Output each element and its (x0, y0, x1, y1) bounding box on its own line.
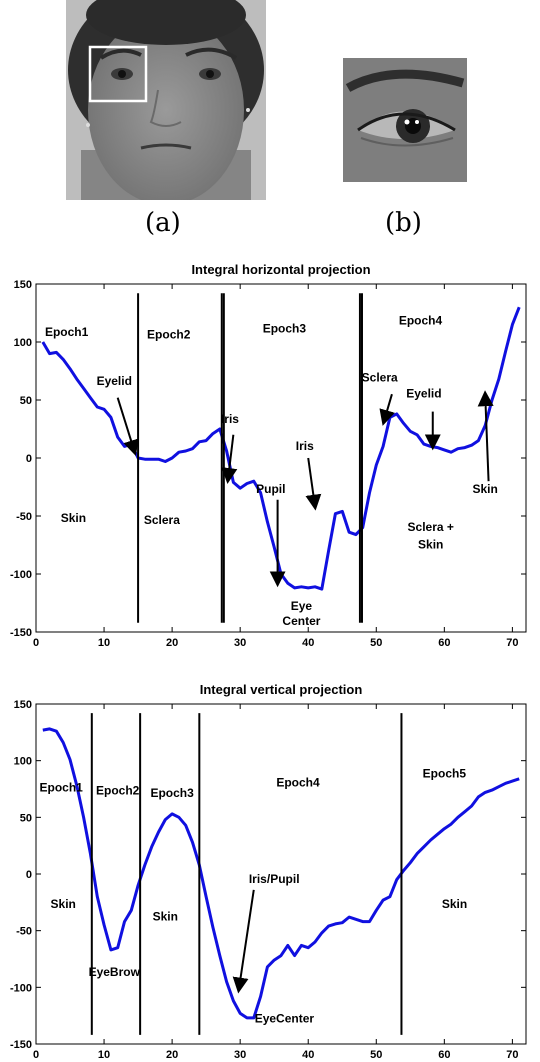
y-tick-label: 150 (14, 279, 32, 291)
y-tick-label: 0 (26, 453, 32, 465)
axes-frame (35, 283, 527, 633)
x-tick-label: 70 (506, 1049, 518, 1061)
y-tick-label: -150 (10, 1039, 32, 1051)
x-tick-label: 60 (438, 1049, 450, 1061)
x-tick-label: 10 (98, 1049, 110, 1061)
y-tick-label: -50 (16, 511, 32, 523)
annotation-label: Skin (418, 537, 443, 551)
annotation-label: Eyelid (406, 387, 441, 401)
annotation-label: Pupil (256, 482, 285, 496)
x-tick-label: 20 (166, 1049, 178, 1061)
annotation-label: Epoch3 (150, 786, 194, 800)
annotation-label: EyeBrow (89, 965, 141, 979)
y-tick-label: 50 (20, 812, 32, 824)
annotation-label: Center (282, 614, 320, 628)
projection-series-line (42, 727, 520, 1020)
y-tick-label: 150 (14, 699, 32, 711)
x-tick-label: 0 (33, 1049, 39, 1061)
vertical-projection-chart: Integral vertical projection 0 10 20 30 40 50 6… (10, 682, 527, 1061)
x-tick-label: 20 (166, 637, 178, 649)
y-tick-label: -100 (10, 982, 32, 994)
annotation-label: Sclera (362, 370, 398, 384)
y-tick-label: -50 (16, 926, 32, 938)
x-tick-label: 30 (234, 1049, 246, 1061)
projection-series-line (41, 306, 521, 591)
annotation-label: Skin (51, 897, 76, 911)
annotation-label: Epoch1 (45, 325, 89, 339)
x-tick-label: 30 (234, 637, 246, 649)
annotation-label: Eye (291, 599, 313, 613)
x-tick-label: 40 (302, 637, 314, 649)
annotation-label: Eyelid (97, 374, 132, 388)
annotation-label: Iris (296, 439, 314, 453)
annotation-arrow (379, 393, 395, 426)
caption-a: (a) (145, 208, 181, 238)
y-tick-label: 100 (14, 337, 32, 349)
annotation-label: Epoch3 (263, 322, 307, 336)
annotation-label: Iris (221, 412, 239, 426)
x-tick-label: 50 (370, 1049, 382, 1061)
annotation-label: Epoch1 (40, 780, 84, 794)
annotation-arrow (305, 457, 322, 511)
x-tick-label: 50 (370, 637, 382, 649)
x-tick-label: 10 (98, 637, 110, 649)
y-tick-label: 0 (26, 869, 32, 881)
annotation-label: Skin (61, 511, 86, 525)
x-tick-label: 70 (506, 637, 518, 649)
annotation-label: Skin (153, 909, 178, 923)
y-tick-label: -150 (10, 627, 32, 639)
annotation-label: Skin (442, 897, 467, 911)
annotation-arrow (477, 390, 494, 482)
eye-closeup-photo (343, 58, 467, 182)
chart-title: Integral vertical projection (200, 682, 363, 697)
annotation-arrow (232, 889, 255, 994)
face-photo (66, 0, 266, 200)
annotation-label: Epoch4 (276, 776, 320, 790)
annotation-arrow (221, 434, 238, 485)
annotation-label: EyeCenter (255, 1011, 315, 1025)
annotation-label: Epoch5 (423, 767, 467, 781)
annotation-label: Skin (472, 482, 497, 496)
y-tick-label: -100 (10, 569, 32, 581)
caption-b: (b) (385, 208, 422, 238)
annotation-label: Epoch4 (399, 314, 443, 328)
annotation-arrow (116, 397, 139, 457)
horizontal-projection-chart: Integral horizontal projection 0 10 20 30 40 5… (10, 262, 527, 649)
x-tick-label: 0 (33, 637, 39, 649)
annotation-label: Sclera + (408, 520, 454, 534)
y-tick-label: 100 (14, 756, 32, 768)
annotation-label: Sclera (144, 513, 180, 527)
y-tick-label: 50 (20, 395, 32, 407)
annotation-label: Epoch2 (147, 328, 191, 342)
annotation-label: Iris/Pupil (249, 872, 300, 886)
chart-title: Integral horizontal projection (191, 262, 370, 277)
x-tick-label: 60 (438, 637, 450, 649)
annotation-label: Epoch2 (96, 784, 140, 798)
x-tick-label: 40 (302, 1049, 314, 1061)
